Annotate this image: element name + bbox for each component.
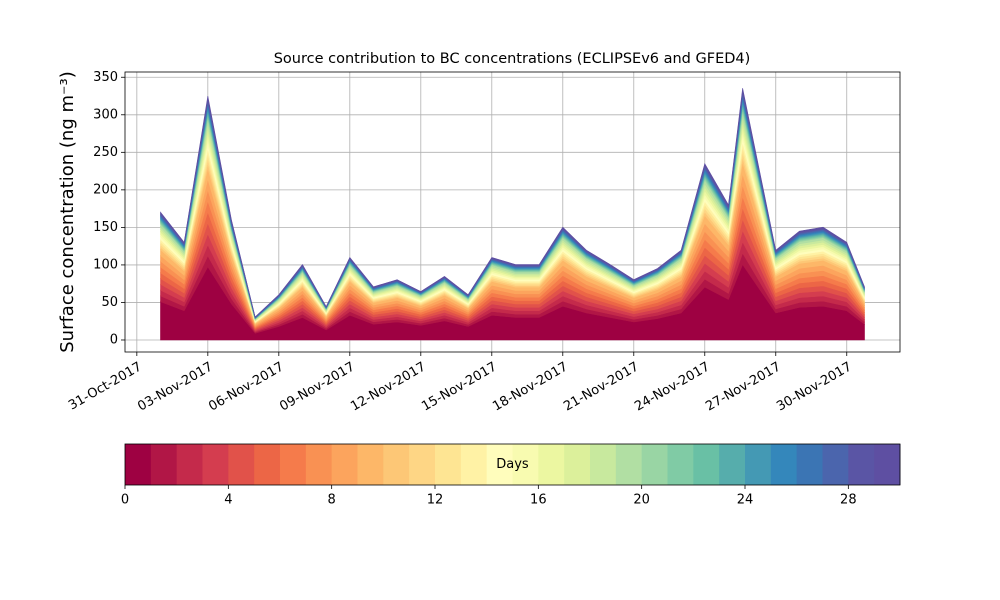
colorbar-cell (409, 444, 436, 485)
colorbar-tick-label: 20 (633, 493, 650, 508)
colorbar-cell (770, 444, 798, 485)
y-tick-label: 50 (101, 295, 118, 310)
colorbar-tick-label: 0 (121, 493, 129, 508)
y-tick-label: 300 (93, 107, 118, 122)
colorbar-tick-label: 12 (427, 493, 444, 508)
colorbar-cell (331, 444, 358, 485)
colorbar-cell (486, 444, 513, 485)
colorbar-cell (512, 444, 539, 485)
colorbar-label: Days (496, 457, 529, 472)
colorbar-cell (822, 444, 849, 485)
colorbar-cell (848, 444, 875, 485)
colorbar-cell (615, 444, 643, 485)
colorbar-cell (460, 444, 488, 485)
colorbar-cell (641, 444, 668, 485)
colorbar-cell (874, 444, 901, 485)
colorbar-cell (590, 444, 617, 485)
colorbar-cell (745, 444, 772, 485)
colorbar-cell (435, 444, 462, 485)
colorbar-tick-label: 4 (224, 493, 232, 508)
colorbar-cell (202, 444, 229, 485)
plot-area (125, 72, 900, 352)
colorbar-cell (667, 444, 694, 485)
area-layer (160, 88, 865, 318)
colorbar-tick-label: 28 (840, 493, 857, 508)
colorbar: Days 0 4 8 12 16 20 24 28 (121, 443, 901, 508)
y-tick-label: 150 (93, 220, 118, 235)
colorbar-frame (124, 443, 901, 486)
colorbar-cell (383, 444, 410, 485)
colorbar-cell (125, 444, 152, 485)
colorbar-cell (280, 444, 307, 485)
y-tick-label: 200 (93, 182, 118, 197)
colorbar-tick-label: 24 (737, 493, 754, 508)
colorbar-cell (305, 444, 333, 485)
y-axis-label: Surface concentration (ng m⁻³) (57, 71, 78, 353)
colorbar-cell (228, 444, 255, 485)
chart-title: Source contribution to BC concentrations… (274, 51, 751, 67)
y-tick-label: 100 (93, 257, 118, 272)
y-tick-label: 350 (93, 70, 118, 85)
colorbar-cell (357, 444, 384, 485)
plot-frame (124, 71, 901, 353)
y-tick-label: 250 (93, 145, 118, 160)
colorbar-cell (254, 444, 281, 485)
colorbar-cell (538, 444, 565, 485)
colorbar-cell (719, 444, 746, 485)
colorbar-cell (796, 444, 823, 485)
colorbar-cell (693, 444, 720, 485)
colorbar-tick-label: 16 (530, 493, 547, 508)
colorbar-tick-label: 8 (328, 493, 336, 508)
y-tick-label: 0 (110, 332, 118, 347)
colorbar-cell (176, 444, 203, 485)
colorbar-cell (564, 444, 591, 485)
colorbar-cell (150, 444, 178, 485)
